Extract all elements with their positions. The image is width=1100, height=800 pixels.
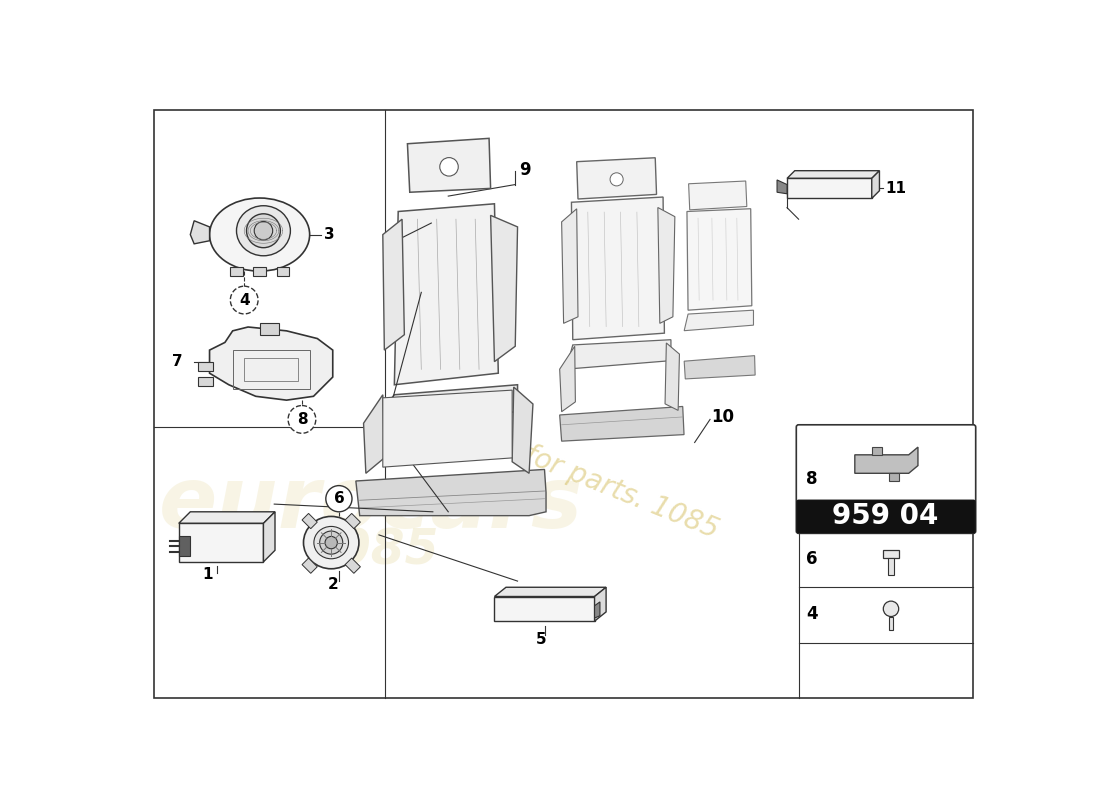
Ellipse shape xyxy=(209,198,310,271)
Polygon shape xyxy=(190,221,209,244)
Polygon shape xyxy=(495,587,606,597)
Polygon shape xyxy=(855,447,917,474)
Polygon shape xyxy=(689,181,747,210)
Bar xyxy=(887,484,895,503)
Polygon shape xyxy=(890,474,900,481)
Polygon shape xyxy=(684,356,755,379)
Polygon shape xyxy=(178,523,264,562)
Polygon shape xyxy=(513,387,534,474)
Polygon shape xyxy=(560,406,684,441)
Text: 8: 8 xyxy=(806,470,817,489)
Polygon shape xyxy=(395,204,498,385)
Circle shape xyxy=(230,286,258,314)
Polygon shape xyxy=(383,390,513,467)
Polygon shape xyxy=(383,219,405,350)
Text: 1085: 1085 xyxy=(304,526,439,574)
Circle shape xyxy=(880,462,902,484)
Bar xyxy=(302,514,317,529)
Polygon shape xyxy=(658,207,675,323)
Bar xyxy=(198,362,213,371)
Text: 1: 1 xyxy=(202,567,213,582)
Circle shape xyxy=(288,406,316,434)
Polygon shape xyxy=(363,394,384,474)
Bar xyxy=(244,358,298,381)
Polygon shape xyxy=(576,158,657,199)
Polygon shape xyxy=(178,512,275,523)
Circle shape xyxy=(326,486,352,512)
Text: 6: 6 xyxy=(333,491,344,506)
Polygon shape xyxy=(871,447,882,455)
Polygon shape xyxy=(871,170,880,198)
Polygon shape xyxy=(684,310,754,330)
Bar xyxy=(302,558,317,574)
Bar xyxy=(276,267,289,276)
Circle shape xyxy=(610,173,624,186)
Polygon shape xyxy=(788,178,871,198)
Polygon shape xyxy=(666,343,680,410)
Polygon shape xyxy=(491,215,517,362)
Text: 5: 5 xyxy=(536,632,546,647)
Polygon shape xyxy=(264,512,275,562)
Polygon shape xyxy=(178,537,190,557)
Polygon shape xyxy=(407,138,491,192)
Polygon shape xyxy=(209,327,332,400)
Bar xyxy=(345,558,361,574)
Circle shape xyxy=(440,158,459,176)
Circle shape xyxy=(883,601,899,617)
Polygon shape xyxy=(572,197,664,340)
Bar xyxy=(260,323,279,334)
Polygon shape xyxy=(560,346,575,412)
Text: a passion for parts. 1085: a passion for parts. 1085 xyxy=(389,387,723,544)
Text: 2: 2 xyxy=(328,578,338,593)
Polygon shape xyxy=(777,180,788,194)
Polygon shape xyxy=(495,597,594,621)
Text: 6: 6 xyxy=(806,550,817,568)
FancyBboxPatch shape xyxy=(796,425,976,534)
Circle shape xyxy=(326,537,338,549)
Bar xyxy=(883,550,899,558)
Bar xyxy=(888,558,894,575)
FancyBboxPatch shape xyxy=(798,500,975,533)
Bar xyxy=(345,514,361,529)
Text: 11: 11 xyxy=(886,181,906,196)
Text: 4: 4 xyxy=(806,606,818,623)
Text: 959 04: 959 04 xyxy=(833,502,938,530)
Ellipse shape xyxy=(304,517,359,569)
Polygon shape xyxy=(788,170,880,178)
Polygon shape xyxy=(562,209,578,323)
Text: 10: 10 xyxy=(712,408,735,426)
Text: 7: 7 xyxy=(172,354,183,369)
Circle shape xyxy=(254,222,273,240)
Text: 3: 3 xyxy=(323,227,334,242)
Bar xyxy=(198,377,213,386)
Polygon shape xyxy=(686,209,751,310)
Circle shape xyxy=(320,531,343,554)
Ellipse shape xyxy=(236,206,290,256)
Polygon shape xyxy=(594,587,606,621)
Bar xyxy=(889,617,893,630)
Text: 4: 4 xyxy=(239,293,250,307)
Bar xyxy=(230,267,243,276)
Ellipse shape xyxy=(314,526,349,558)
Polygon shape xyxy=(356,470,546,516)
Text: 8: 8 xyxy=(297,412,307,427)
Text: eurocars: eurocars xyxy=(160,462,583,546)
Polygon shape xyxy=(566,340,671,369)
Bar xyxy=(253,267,266,276)
Bar xyxy=(233,350,310,389)
Polygon shape xyxy=(594,602,600,618)
Circle shape xyxy=(246,214,280,248)
Text: 9: 9 xyxy=(519,161,530,179)
Polygon shape xyxy=(372,385,517,423)
